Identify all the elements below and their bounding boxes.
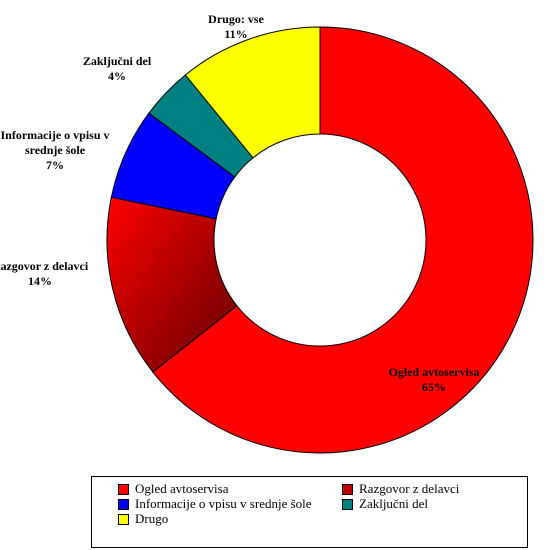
legend-swatch-ogled <box>118 483 129 495</box>
legend-swatch-zakljucni <box>342 498 353 510</box>
legend-swatch-informacije <box>118 498 129 510</box>
slice-razgovor <box>106 196 238 373</box>
legend-item-ogled: Ogled avtoservisa <box>118 481 229 497</box>
legend-item-drugo: Drugo <box>118 511 168 527</box>
data-label-zakljucni: Zaključni del 4% <box>83 54 152 83</box>
legend-label-drugo: Drugo <box>135 511 169 526</box>
data-label-razgovor: Razgovor z delavci 14% <box>0 259 89 288</box>
legend-item-informacije: Informacije o vpisu v srednje šole <box>118 496 312 512</box>
data-label-informacije: Informacije o vpisu v srednje šole 7% <box>1 128 110 172</box>
legend-label-ogled: Ogled avtoservisa <box>135 481 229 496</box>
legend-item-razgovor: Razgovor z delavci <box>342 481 459 497</box>
data-label-ogled: Ogled avtoservisa 65% <box>389 365 480 394</box>
data-label-drugo: Drugo: vse 11% <box>208 12 264 41</box>
slice-ogled <box>152 26 534 454</box>
legend-swatch-drugo <box>118 513 129 525</box>
legend-label-zakljucni: Zaključni del <box>359 496 428 511</box>
legend-swatch-razgovor <box>342 483 353 495</box>
legend-label-razgovor: Razgovor z delavci <box>359 481 460 496</box>
slice-drugo <box>184 26 321 159</box>
legend-label-informacije: Informacije o vpisu v srednje šole <box>135 496 312 511</box>
chart-legend: Ogled avtoservisa Razgovor z delavci Inf… <box>91 476 528 548</box>
legend-item-zakljucni: Zaključni del <box>342 496 428 512</box>
